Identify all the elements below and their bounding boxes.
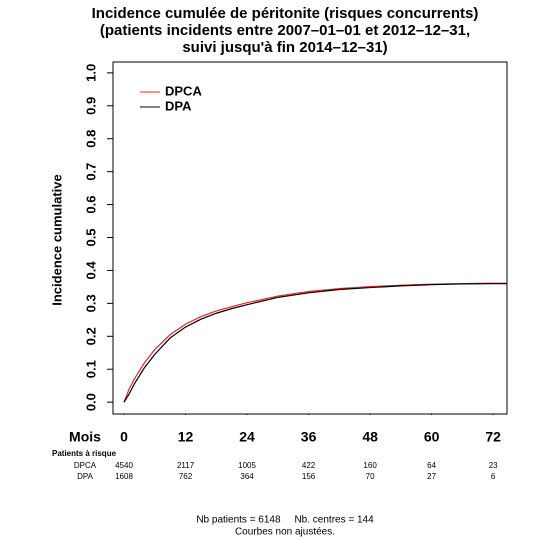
x-tick-label: 60 xyxy=(424,429,440,445)
series-line xyxy=(123,283,507,403)
plot-frame xyxy=(112,61,508,415)
y-tick-label: 1.0 xyxy=(83,64,98,82)
chart-title: suivi jusqu'à fin 2014–12–31) xyxy=(182,39,387,56)
y-tick-label: 0.5 xyxy=(83,228,98,246)
risk-value: 364 xyxy=(240,472,254,481)
chart-title: (patients incidents entre 2007–01–01 et … xyxy=(100,22,470,39)
risk-value: 1005 xyxy=(238,461,256,470)
x-axis-label: Mois xyxy=(69,429,101,445)
x-tick-label: 12 xyxy=(178,429,194,445)
legend-label: DPA xyxy=(165,98,192,113)
x-tick-label: 72 xyxy=(485,429,501,445)
y-tick-label: 0.9 xyxy=(83,97,98,115)
risk-value: 27 xyxy=(427,472,436,481)
risk-value: 156 xyxy=(302,472,316,481)
y-tick-label: 0.4 xyxy=(83,261,98,280)
y-tick-label: 0.0 xyxy=(83,393,98,411)
y-tick-label: 0.7 xyxy=(83,163,98,181)
footer: Nb patients = 6148 Nb. centres = 144 xyxy=(196,515,374,526)
risk-row-name: DPCA xyxy=(74,461,97,470)
series-line xyxy=(123,282,507,403)
footer: Courbes non ajustées. xyxy=(235,527,335,538)
risk-value: 6 xyxy=(491,472,496,481)
x-tick-label: 24 xyxy=(239,429,255,445)
risk-row-name: DPA xyxy=(77,472,94,481)
x-tick-label: 0 xyxy=(120,429,128,445)
risk-value: 2117 xyxy=(177,461,195,470)
risk-value: 64 xyxy=(427,461,436,470)
risk-value: 160 xyxy=(363,461,377,470)
legend-label: DPCA xyxy=(165,83,202,98)
x-tick-label: 36 xyxy=(301,429,317,445)
x-tick-label: 48 xyxy=(362,429,378,445)
y-tick-label: 0.3 xyxy=(83,294,98,312)
y-tick-label: 0.6 xyxy=(83,196,98,214)
risk-value: 762 xyxy=(179,472,193,481)
y-tick-label: 0.1 xyxy=(83,360,98,378)
risk-value: 23 xyxy=(489,461,498,470)
chart-title: Incidence cumulée de péritonite (risques… xyxy=(92,5,479,22)
risk-value: 422 xyxy=(302,461,316,470)
risk-value: 1608 xyxy=(115,472,133,481)
risk-value: 4540 xyxy=(115,461,133,470)
risk-table-title: Patients à risque xyxy=(52,449,117,458)
risk-value: 70 xyxy=(366,472,375,481)
y-tick-label: 0.8 xyxy=(83,130,98,148)
y-axis-label: Incidence cumulative xyxy=(49,174,64,306)
y-tick-label: 0.2 xyxy=(83,327,98,345)
